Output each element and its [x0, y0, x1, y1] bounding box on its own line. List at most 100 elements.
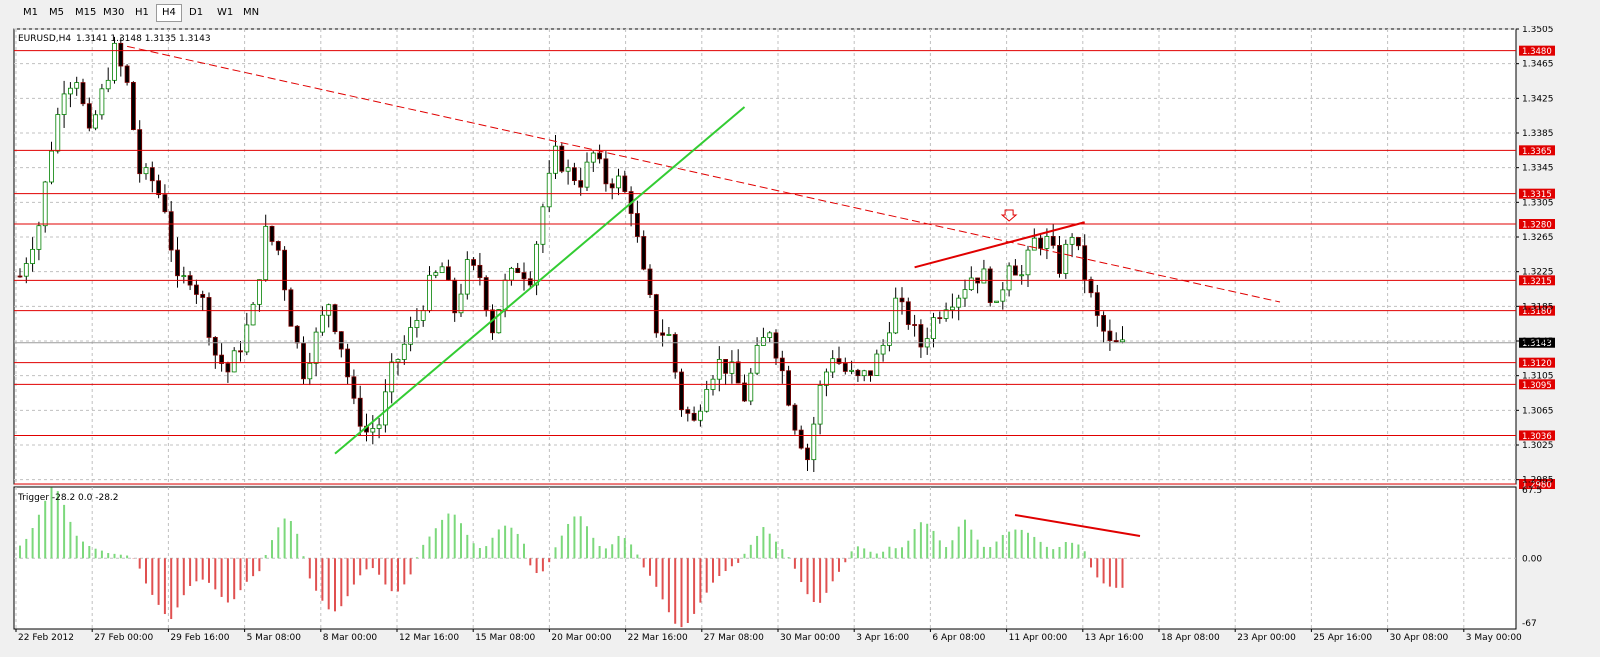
candle	[17, 268, 23, 278]
timeframe-m15-button[interactable]: M15	[75, 7, 97, 18]
candle	[1019, 264, 1025, 285]
candle	[817, 380, 823, 435]
candle	[105, 67, 111, 93]
candle	[962, 279, 968, 307]
candle	[622, 170, 628, 193]
candle	[635, 200, 640, 243]
candle	[143, 163, 149, 180]
candle	[99, 83, 105, 120]
level-tag	[1519, 479, 1555, 489]
candle	[313, 327, 319, 377]
price-tick-label: 1.3025	[1522, 441, 1554, 451]
candle	[981, 259, 987, 284]
candle	[1076, 237, 1081, 251]
candle	[685, 406, 691, 422]
candle	[433, 270, 439, 279]
price-tick-label: 1.3065	[1522, 406, 1554, 416]
candle	[231, 347, 237, 373]
candle	[269, 225, 275, 246]
candle	[905, 297, 911, 330]
candle	[1113, 332, 1119, 343]
candle	[86, 97, 92, 132]
candle	[36, 221, 42, 261]
level-tag	[1519, 45, 1555, 56]
level-tag-label: 1.2980	[1522, 481, 1552, 491]
timeframe-m1-button[interactable]: M1	[23, 7, 38, 18]
candle	[968, 266, 974, 291]
candle	[471, 257, 477, 271]
candle	[168, 201, 174, 262]
time-tick-label: 30 Mar 00:00	[780, 633, 840, 643]
candle	[464, 251, 470, 300]
candle	[23, 257, 29, 284]
candle	[338, 331, 344, 358]
timeframe-m5-button[interactable]: M5	[49, 7, 64, 18]
level-tag	[1519, 305, 1555, 316]
level-tag	[1519, 188, 1555, 199]
current-price-tag	[1519, 337, 1555, 348]
timeframe-w1-button[interactable]: W1	[217, 7, 234, 18]
level-tag-label: 1.3120	[1522, 359, 1552, 369]
candle	[55, 107, 61, 154]
level-tag-label: 1.3180	[1522, 307, 1552, 317]
candle	[401, 335, 407, 365]
timeframe-toolbar: M1 M5 M15 M30 H1 H4 D1 W1 MN	[0, 0, 1600, 27]
candle	[193, 279, 199, 304]
candle	[496, 309, 502, 334]
candle	[1101, 311, 1106, 343]
chart-window: 1.3480 1.3365 1.3315 1.3280 1.3215 1.3180 1.31…	[0, 26, 1600, 657]
candle	[716, 346, 722, 392]
time-tick-label: 25 Apr 16:00	[1313, 633, 1372, 643]
arrow-marker	[1000, 209, 1018, 222]
candle	[137, 120, 143, 183]
candle	[80, 78, 86, 107]
candle	[855, 368, 861, 382]
price-tick-label: 1.3345	[1522, 164, 1554, 174]
time-tick-label: 3 May 00:00	[1466, 633, 1522, 643]
candle	[395, 358, 401, 376]
candle	[1069, 233, 1075, 258]
timeframe-m30-button[interactable]: M30	[103, 7, 125, 18]
timeframe-h4-button[interactable]: H4	[156, 4, 182, 22]
time-tick-label: 18 Apr 08:00	[1161, 633, 1220, 643]
candle	[357, 385, 363, 436]
price-tick-label: 1.3425	[1522, 94, 1554, 104]
candle	[559, 143, 565, 174]
candle	[887, 321, 892, 352]
candle	[786, 365, 791, 407]
level-tag-label: 1.3480	[1522, 47, 1552, 57]
candle	[653, 293, 659, 338]
candle	[219, 343, 225, 372]
candle	[723, 359, 728, 386]
candle	[288, 287, 294, 327]
indicator-label: Trigger -28.2 0.0 -28.2	[17, 493, 119, 503]
candle	[836, 346, 842, 365]
candle	[798, 425, 804, 450]
level-tag	[1519, 275, 1555, 286]
timeframe-h1-button[interactable]: H1	[135, 7, 149, 18]
support-trendline	[334, 106, 746, 455]
candle	[590, 151, 596, 172]
candle	[729, 350, 735, 384]
candle	[603, 151, 609, 192]
candle	[408, 316, 414, 352]
timeframe-d1-button[interactable]: D1	[189, 7, 204, 18]
candle	[584, 152, 590, 191]
candle	[326, 303, 332, 328]
level-tag-label: 1.3280	[1522, 221, 1552, 231]
candle	[987, 266, 993, 307]
chart-canvas: 1.34801.33651.33151.32801.32151.31801.31…	[13, 26, 1555, 643]
candle	[118, 37, 124, 77]
candle	[319, 306, 325, 336]
candle	[1031, 228, 1037, 251]
candle	[868, 370, 873, 382]
current-price-label: 1.3143	[1522, 339, 1552, 349]
time-tick-label: 5 Mar 08:00	[247, 633, 302, 643]
candle	[130, 81, 136, 131]
oscillator-tick-label: 0.00	[1522, 554, 1542, 564]
candle	[767, 331, 773, 343]
candle	[307, 352, 313, 386]
price-panel	[13, 28, 1517, 485]
timeframe-mn-button[interactable]: MN	[243, 7, 260, 18]
candle	[779, 350, 785, 384]
